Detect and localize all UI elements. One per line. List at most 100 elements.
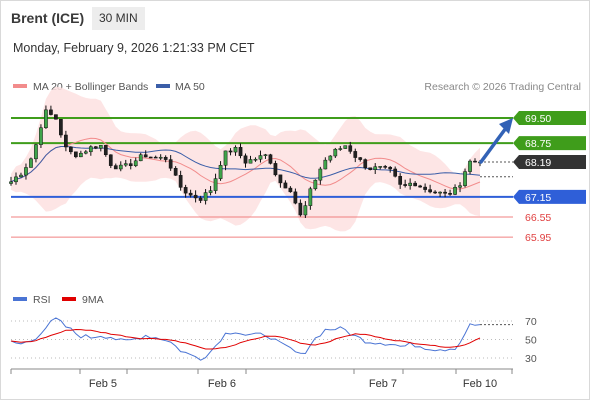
candle-body xyxy=(353,151,358,158)
candle-body xyxy=(14,176,18,183)
candle-body xyxy=(103,145,108,156)
candle-body xyxy=(123,163,128,166)
candle xyxy=(49,105,53,116)
candle xyxy=(358,157,363,162)
candle xyxy=(39,124,43,148)
candle-body xyxy=(83,151,88,154)
candle-body xyxy=(118,164,123,170)
candle xyxy=(268,153,273,165)
candle-body xyxy=(453,187,457,195)
candle xyxy=(218,161,223,181)
level-tag-text: 67.15 xyxy=(525,192,551,204)
ma20-line xyxy=(10,137,481,190)
candle-body xyxy=(428,189,432,193)
candle xyxy=(388,166,393,173)
candle xyxy=(258,150,263,163)
candle xyxy=(208,186,213,196)
candle xyxy=(108,154,113,169)
candle xyxy=(79,150,83,158)
legend-ma20-swatch xyxy=(13,84,27,88)
forecast-arrow-head xyxy=(499,118,513,134)
candle xyxy=(423,183,427,193)
candle-body xyxy=(108,154,113,166)
candle xyxy=(353,148,358,163)
candle xyxy=(29,157,33,168)
candle-body xyxy=(468,160,472,172)
candle xyxy=(54,114,58,120)
candle xyxy=(138,152,143,162)
candle xyxy=(373,163,378,174)
candle-body xyxy=(268,154,273,164)
candle-body xyxy=(168,159,173,169)
level-label-4: 66.55 xyxy=(525,212,551,224)
candle-body xyxy=(313,179,318,190)
candle xyxy=(59,119,63,138)
level-tag-bg xyxy=(513,136,586,151)
candle xyxy=(408,178,412,190)
candle-body xyxy=(213,178,218,191)
candle xyxy=(233,145,238,156)
candle-body xyxy=(34,144,38,160)
candle-body xyxy=(423,186,427,190)
level-tag-bg xyxy=(513,189,586,204)
candle-body xyxy=(273,163,278,176)
rsi-tick-70: 70 xyxy=(525,316,537,328)
legend-rsi-swatch xyxy=(13,297,27,301)
candle-body xyxy=(298,202,303,216)
candle-body xyxy=(223,150,228,166)
candle-body xyxy=(98,145,103,149)
candle xyxy=(463,168,467,188)
candle-body xyxy=(408,182,412,186)
candle-body xyxy=(74,151,78,158)
candle xyxy=(178,170,183,191)
candle-body xyxy=(328,155,333,161)
level-labels: 69.50 68.75 68.19 67.15 66.55 65.95 xyxy=(513,111,586,244)
timeframe-button[interactable]: 30 MIN xyxy=(92,7,145,30)
candle-body xyxy=(303,205,308,216)
legend-rsi-label: RSI xyxy=(33,294,51,306)
candle xyxy=(298,199,303,217)
candle-body xyxy=(138,154,143,162)
candle-body xyxy=(308,188,313,206)
level-tag-bg xyxy=(513,111,586,125)
level-tag-2: 68.19 xyxy=(513,154,586,169)
candle xyxy=(228,148,233,156)
candle-body xyxy=(348,145,353,152)
candle xyxy=(468,159,472,175)
candle-body xyxy=(218,165,223,179)
candle xyxy=(203,189,208,205)
candle-body xyxy=(133,160,138,167)
candle-body xyxy=(368,167,373,170)
candle-body xyxy=(418,185,422,188)
candle xyxy=(333,147,338,159)
candle xyxy=(413,181,417,187)
candle-body xyxy=(93,146,98,149)
level-tag-0: 69.50 xyxy=(513,111,586,125)
candle-body xyxy=(363,159,368,169)
candle xyxy=(9,176,13,186)
candle-body xyxy=(318,168,323,181)
candle-body xyxy=(398,176,403,185)
legend-ma50-label: MA 50 xyxy=(175,81,205,93)
candle xyxy=(14,172,18,185)
instrument-title: Brent (ICE) xyxy=(11,10,85,26)
candle-body xyxy=(403,184,408,186)
candle-body xyxy=(24,167,28,176)
candle xyxy=(453,184,457,196)
candle xyxy=(348,141,353,154)
candle-body xyxy=(338,148,343,150)
candle-body xyxy=(333,148,338,157)
candle xyxy=(44,105,48,129)
candle xyxy=(433,190,437,194)
candle-body xyxy=(128,163,133,167)
candle-body xyxy=(188,192,193,196)
x-label-0: Feb 5 xyxy=(89,378,117,390)
candle xyxy=(243,153,248,168)
candle-body xyxy=(79,152,83,158)
candle-body xyxy=(323,159,328,170)
legend-9ma-swatch xyxy=(62,297,76,301)
candle-body xyxy=(378,166,383,168)
candle xyxy=(248,155,253,164)
candle-body xyxy=(248,159,253,164)
candle xyxy=(93,145,98,150)
